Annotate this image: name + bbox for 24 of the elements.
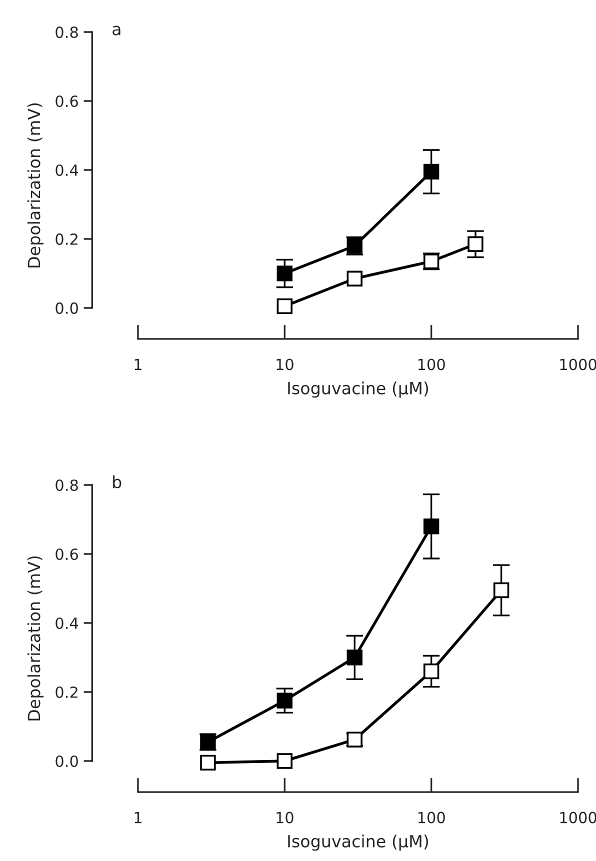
x-tick-label: 100 bbox=[418, 812, 445, 824]
chart-title: a bbox=[112, 26, 120, 36]
x-tick-label: 1000 bbox=[560, 358, 596, 370]
y-tick-label: 0.2 bbox=[56, 233, 78, 245]
y-tick-label: 0.0 bbox=[56, 302, 78, 314]
y-tick-label: 0.8 bbox=[56, 26, 78, 38]
y-axis-title: Depolarization (mV) bbox=[27, 556, 44, 720]
x-tick-label: 1 bbox=[134, 812, 142, 824]
y-tick-label: 0.8 bbox=[56, 479, 78, 492]
y-axis-title: Depolarization (mV) bbox=[27, 103, 44, 268]
y-tick-label: 0.4 bbox=[56, 164, 78, 176]
x-axis-title: Isoguvacine (μM) bbox=[288, 834, 428, 851]
y-tick-label: 0.6 bbox=[56, 548, 78, 560]
y-tick-label: 0.6 bbox=[56, 95, 78, 108]
x-tick-label: 10 bbox=[276, 812, 294, 824]
x-tick-label: 1000 bbox=[560, 812, 596, 824]
x-tick-label: 1 bbox=[134, 358, 142, 370]
x-tick-label: 100 bbox=[418, 358, 445, 370]
y-tick-label: 0.4 bbox=[56, 617, 78, 630]
y-tick-label: 0.0 bbox=[56, 755, 78, 768]
y-tick-label: 0.2 bbox=[56, 686, 78, 698]
chart-title: b bbox=[113, 475, 122, 488]
x-tick-label: 10 bbox=[276, 358, 294, 370]
x-axis-title: Isoguvacine (μM) bbox=[288, 382, 428, 398]
